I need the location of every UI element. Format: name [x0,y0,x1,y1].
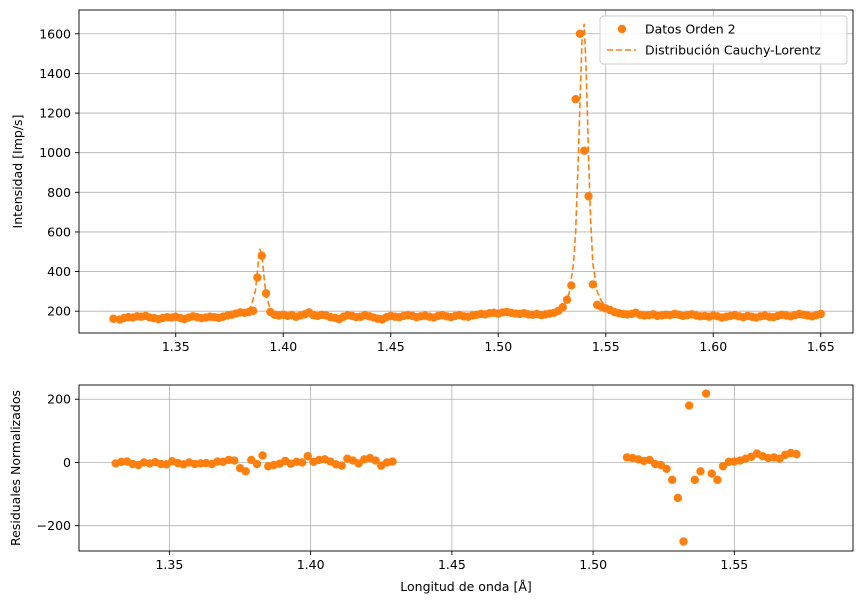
data-point [248,306,258,316]
data-point [792,450,801,459]
y-tick-label: 1200 [39,106,71,121]
x-tick-label: 1.60 [699,339,727,354]
x-tick-label: 1.40 [297,557,325,572]
data-point [668,475,677,485]
data-point [558,303,567,312]
intensity-chart: 1.35 1.40 1.45 1.50 1.55 1.60 1.65 200 400 600 800… [10,9,854,354]
y-tick-label: 600 [47,224,71,239]
x-tick-label: 1.35 [162,339,190,354]
legend: Datos Orden 2 Distribución Cauchy-Lorentz [599,15,848,65]
data-point [718,462,728,471]
data-point [690,475,700,485]
x-tick-label: 1.65 [807,339,835,354]
legend-label: Distribución Cauchy-Lorentz [645,43,821,58]
y-tick-label: −200 [37,518,71,533]
legend-label: Datos Orden 2 [645,22,736,37]
data-point [580,146,589,155]
data-point [303,451,313,461]
data-point [252,459,262,469]
data-point [297,458,307,467]
data-point [696,467,705,476]
data-point [673,493,683,503]
grid [79,385,853,551]
x-tick-label: 1.45 [377,339,405,354]
axes-frame [78,9,854,334]
data-point [701,389,711,398]
data-point [816,309,825,319]
data-point [230,456,239,465]
plot-area [111,389,801,546]
data-point [109,314,118,323]
data-point [253,273,262,282]
data-point [679,537,688,546]
data-point [584,192,593,201]
data-point [388,457,397,466]
plot-area [109,23,825,324]
x-tick-label: 1.35 [155,557,183,572]
y-axis-label: Intensidad [Imp/s] [10,115,25,229]
x-tick-label: 1.55 [592,339,620,354]
data-point [713,475,722,485]
y-tick-label: 1600 [39,26,71,41]
x-axis-label: Longitud de onda [Å] [400,579,532,594]
y-tick-label: 800 [47,185,71,200]
data-point [571,94,580,104]
x-tick-label: 1.40 [269,339,297,354]
y-tick-label: 1400 [39,66,71,81]
axes-frame [78,384,854,552]
y-tick-label: 200 [47,392,71,407]
fit-line [113,23,821,319]
y-tick-label: 1000 [39,145,71,160]
residuals-chart: 1.35 1.40 1.45 1.50 1.55 −200 0 200 Residuales N… [8,384,854,594]
x-tick-label: 1.50 [579,557,607,572]
data-point [258,451,267,460]
data-point [707,469,716,478]
y-axis-label: Residuales Normalizados [8,390,23,546]
data-point [662,464,671,473]
x-tick-label: 1.55 [720,557,748,572]
legend-marker-points [617,24,627,34]
data-point [337,461,346,470]
y-tick-label: 200 [47,304,71,319]
legend-box [599,15,848,65]
y-tick-label: 400 [47,264,71,279]
x-tick-label: 1.45 [438,557,466,572]
data-point [371,456,380,465]
y-tick-label: 0 [63,455,71,470]
data-point [241,467,250,476]
data-points [111,389,801,546]
x-tick-label: 1.50 [484,339,512,354]
data-point [684,401,694,410]
